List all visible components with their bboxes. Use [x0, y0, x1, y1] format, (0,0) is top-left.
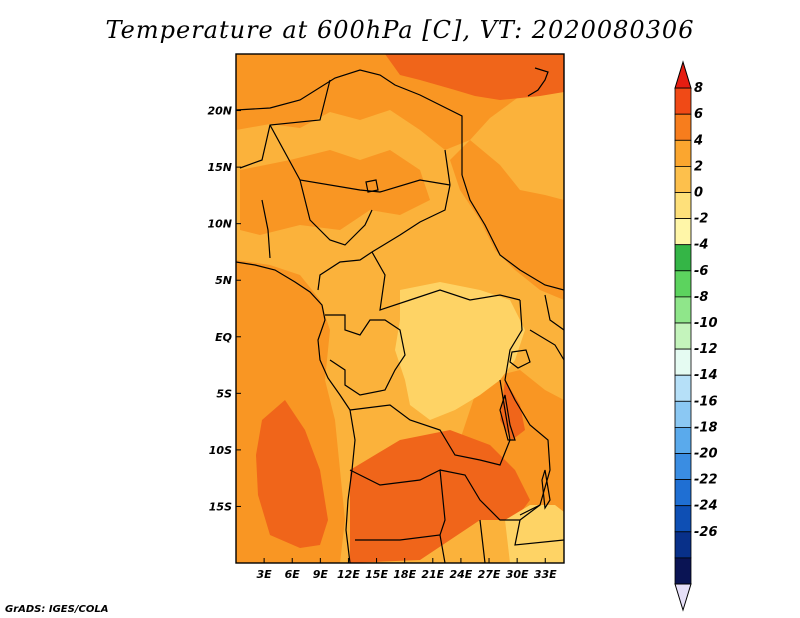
lake-victoria [509, 349, 531, 369]
colorbar-label: -2 [694, 212, 708, 227]
field-orange-southeast [460, 370, 564, 530]
colorbar-label: -20 [694, 447, 718, 462]
field-dark-southwest [256, 400, 328, 548]
colorbar-label: -14 [694, 368, 718, 383]
lat-tick-label: 5N [215, 274, 232, 287]
colorbar-swatch [674, 505, 692, 533]
lat-tick-label: 20N [207, 105, 232, 118]
colorbar-swatch [674, 113, 692, 141]
lat-tick-label: 10N [207, 218, 232, 231]
field-light-congo [395, 282, 525, 420]
longitude-axis: 3E 6E 9E 12E 15E 18E 21E 24E 27E 30E 33E [257, 558, 557, 581]
colorbar-bottom-arrow [674, 583, 692, 612]
colorbar-label: -22 [694, 473, 718, 488]
lon-tick-label: 30E [506, 568, 529, 581]
lat-tick-label: EQ [215, 331, 232, 344]
lon-tick-label: 9E [313, 568, 329, 581]
lake-chad [365, 179, 379, 193]
border-lines-car [371, 251, 521, 311]
colorbar-label: 2 [694, 159, 703, 174]
lake-tanganyika [499, 394, 516, 441]
colorbar-label: 0 [694, 186, 703, 201]
border-lines-eastafrica [504, 299, 551, 516]
colorbar-swatch [674, 374, 692, 402]
lon-tick-label: 24E [450, 568, 473, 581]
colorbar-swatch [674, 479, 692, 507]
border-lines-angola [349, 469, 446, 541]
lon-tick-label: 3E [257, 568, 273, 581]
border-lines-north [236, 69, 463, 175]
lon-tick-label: 15E [365, 568, 388, 581]
border-lines-sudan [444, 149, 564, 291]
colorbar: 8 6 4 2 0 -2 -4 -6 -8 -10 -12 -14 -16 -18 -20 -22 -24 -26 [674, 60, 718, 612]
border-lines-zambia [439, 469, 541, 521]
field-dark-south [350, 430, 530, 563]
colorbar-label: -12 [694, 342, 718, 357]
border-lines-nigeria [261, 179, 373, 259]
lon-tick-label: 27E [478, 568, 501, 581]
colorbar-swatch [674, 453, 692, 481]
field-dark-north [385, 54, 564, 100]
colorbar-swatch [674, 165, 692, 193]
lake-malawi [541, 469, 551, 510]
colorbar-label: -18 [694, 420, 718, 435]
lon-tick-label: 18E [393, 568, 416, 581]
latitude-axis: 20N 15N 10N 5N EQ 5S 10S 15S [207, 105, 241, 513]
colorbar-label: -8 [694, 290, 708, 305]
colorbar-swatch [674, 531, 692, 559]
colorbar-label: -16 [694, 394, 718, 409]
temperature-field [236, 54, 564, 563]
colorbar-swatch [674, 557, 692, 585]
border-lines-southern [439, 519, 564, 563]
lon-tick-label: 6E [285, 568, 301, 581]
lat-tick-label: 15N [207, 161, 232, 174]
colorbar-swatch [674, 270, 692, 298]
colorbar-top-arrow [674, 60, 692, 89]
lat-tick-label: 15S [209, 500, 232, 513]
field-orange-east [450, 140, 564, 300]
colorbar-swatch [674, 322, 692, 350]
plot-frame [235, 53, 565, 564]
country-borders [236, 67, 564, 563]
red-sea-coast [527, 67, 549, 97]
colorbar-swatch [674, 426, 692, 454]
field-dark-congo-east [500, 380, 525, 440]
border-lines-drc-south [349, 379, 511, 466]
lat-tick-label: 10S [209, 444, 232, 457]
border-lines-kenya [529, 294, 564, 361]
lon-tick-label: 12E [337, 568, 360, 581]
field-orange-sahel [240, 150, 430, 235]
colorbar-label: -24 [694, 499, 718, 514]
map-title: Temperature at 600hPa [C], VT: 202008030… [105, 16, 695, 44]
lat-tick-label: 5S [216, 387, 232, 400]
colorbar-label: -10 [694, 316, 718, 331]
colorbar-label: -6 [694, 264, 708, 279]
colorbar-label: -4 [694, 238, 708, 253]
lon-tick-label: 21E [421, 568, 444, 581]
colorbar-swatch [674, 296, 692, 324]
colorbar-swatch [674, 348, 692, 376]
coastline-west [236, 261, 356, 563]
border-lines-drc-west [325, 314, 406, 396]
colorbar-label: 8 [694, 81, 703, 96]
colorbar-swatch [674, 139, 692, 167]
credit-text: GrADS: IGES/COLA [5, 604, 109, 615]
colorbar-swatch [674, 87, 692, 115]
colorbar-swatch [674, 244, 692, 272]
colorbar-swatch [674, 192, 692, 220]
colorbar-swatch [674, 218, 692, 246]
colorbar-label: 6 [694, 107, 703, 122]
colorbar-label: 4 [693, 133, 703, 148]
colorbar-label: -26 [694, 525, 718, 540]
lon-tick-label: 33E [534, 568, 557, 581]
colorbar-swatch [674, 400, 692, 428]
